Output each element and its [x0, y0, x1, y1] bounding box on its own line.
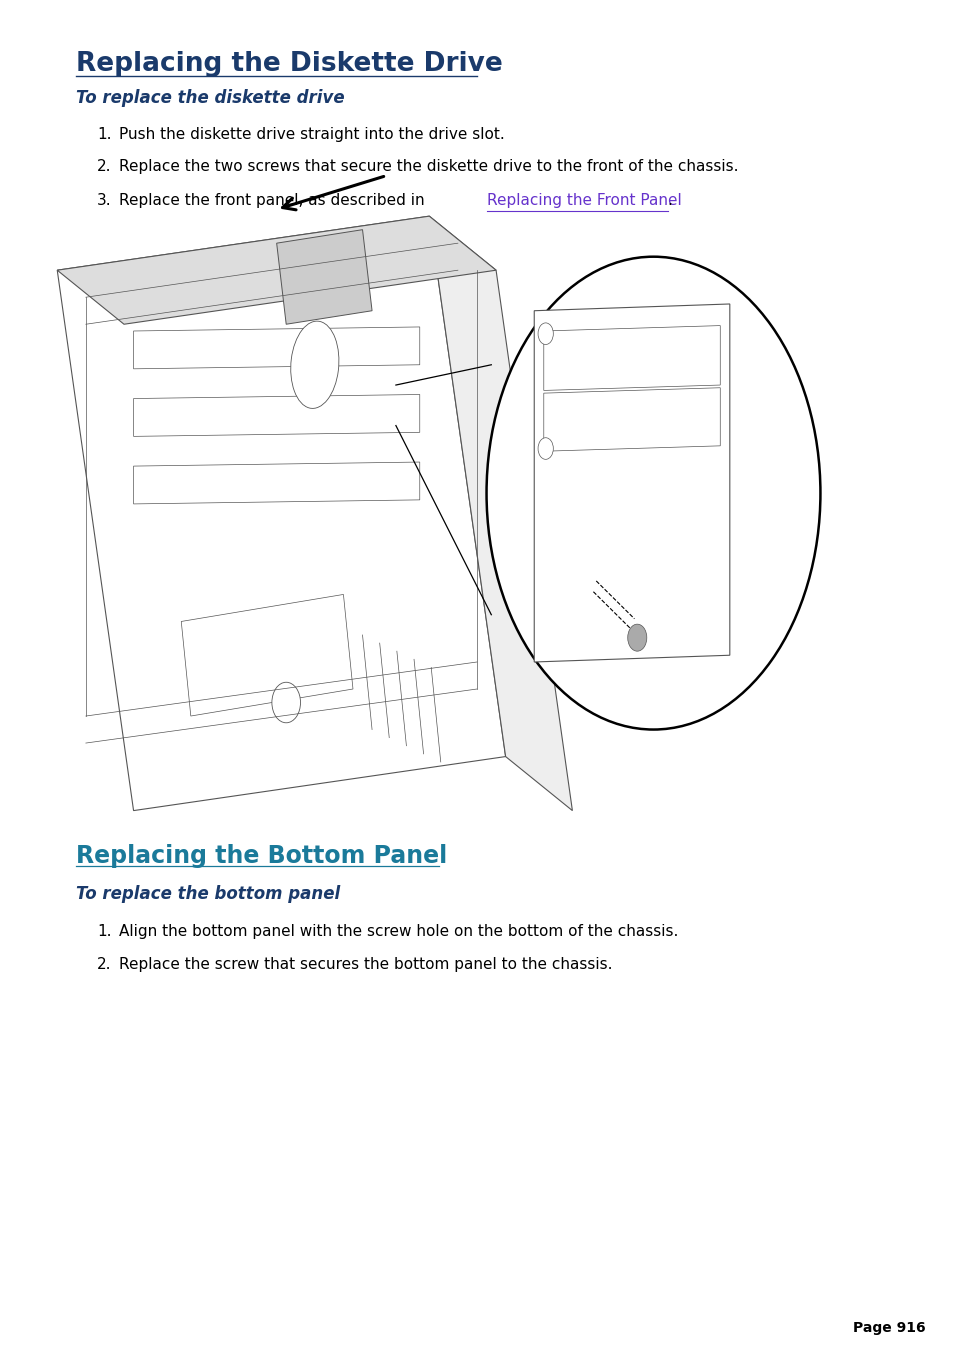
- Ellipse shape: [486, 257, 820, 730]
- Polygon shape: [276, 230, 372, 324]
- Polygon shape: [534, 304, 729, 662]
- Text: Replace the screw that secures the bottom panel to the chassis.: Replace the screw that secures the botto…: [119, 957, 612, 971]
- Polygon shape: [133, 394, 419, 436]
- Text: Replace the two screws that secure the diskette drive to the front of the chassi: Replace the two screws that secure the d…: [119, 159, 738, 174]
- Polygon shape: [543, 326, 720, 390]
- Text: Replacing the Bottom Panel: Replacing the Bottom Panel: [76, 844, 447, 869]
- Polygon shape: [181, 594, 353, 716]
- Text: Replacing the Diskette Drive: Replacing the Diskette Drive: [76, 51, 502, 77]
- Text: Replacing the Front Panel: Replacing the Front Panel: [486, 193, 680, 208]
- Text: 1.: 1.: [97, 127, 112, 142]
- Polygon shape: [429, 216, 572, 811]
- Ellipse shape: [291, 322, 338, 408]
- Text: To replace the bottom panel: To replace the bottom panel: [76, 885, 340, 902]
- Text: 2.: 2.: [97, 159, 112, 174]
- Circle shape: [272, 682, 300, 723]
- Polygon shape: [133, 462, 419, 504]
- Text: .: .: [667, 193, 672, 208]
- Text: Replace the front panel, as described in: Replace the front panel, as described in: [119, 193, 429, 208]
- Text: 3.: 3.: [97, 193, 112, 208]
- Polygon shape: [543, 388, 720, 451]
- Text: 1.: 1.: [97, 924, 112, 939]
- Polygon shape: [57, 216, 496, 324]
- Polygon shape: [57, 216, 505, 811]
- Circle shape: [537, 323, 553, 345]
- Text: To replace the diskette drive: To replace the diskette drive: [76, 89, 345, 107]
- Polygon shape: [133, 327, 419, 369]
- Text: Page 916: Page 916: [852, 1321, 924, 1335]
- Text: Align the bottom panel with the screw hole on the bottom of the chassis.: Align the bottom panel with the screw ho…: [119, 924, 678, 939]
- Circle shape: [627, 624, 646, 651]
- Text: 2.: 2.: [97, 957, 112, 971]
- Circle shape: [537, 438, 553, 459]
- Text: Push the diskette drive straight into the drive slot.: Push the diskette drive straight into th…: [119, 127, 504, 142]
